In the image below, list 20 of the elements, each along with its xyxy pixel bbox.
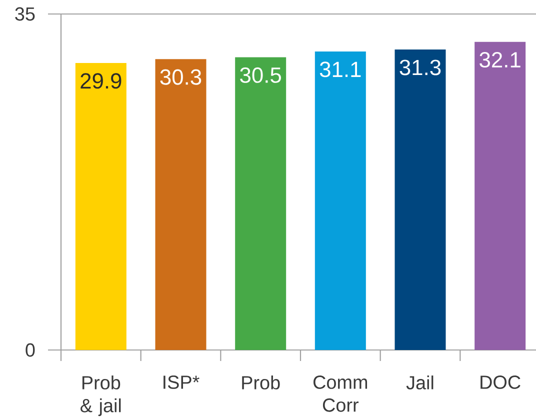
y-tick-label: 35	[15, 7, 35, 21]
data-label: 30.5	[240, 67, 281, 83]
bar	[75, 62, 126, 350]
bar	[474, 42, 526, 350]
bar	[394, 50, 446, 350]
x-tick-label: Prob & jail	[80, 376, 121, 416]
x-tick-label: Jail	[406, 376, 434, 390]
data-label: 29.9	[80, 73, 122, 89]
data-label: 30.3	[160, 69, 202, 85]
bar	[155, 59, 206, 350]
x-tick-label: DOC	[480, 376, 520, 389]
data-label: 31.3	[400, 60, 441, 76]
y-tick-label: 0	[26, 343, 35, 357]
data-label: 32.1	[480, 52, 520, 68]
x-tick-label: ISP*	[164, 376, 200, 389]
x-tick-label: Prob	[242, 376, 280, 390]
data-label: 31.1	[320, 62, 361, 78]
bar	[314, 51, 366, 350]
bar	[235, 57, 286, 350]
x-tick-label: Comm Corr	[314, 376, 368, 412]
